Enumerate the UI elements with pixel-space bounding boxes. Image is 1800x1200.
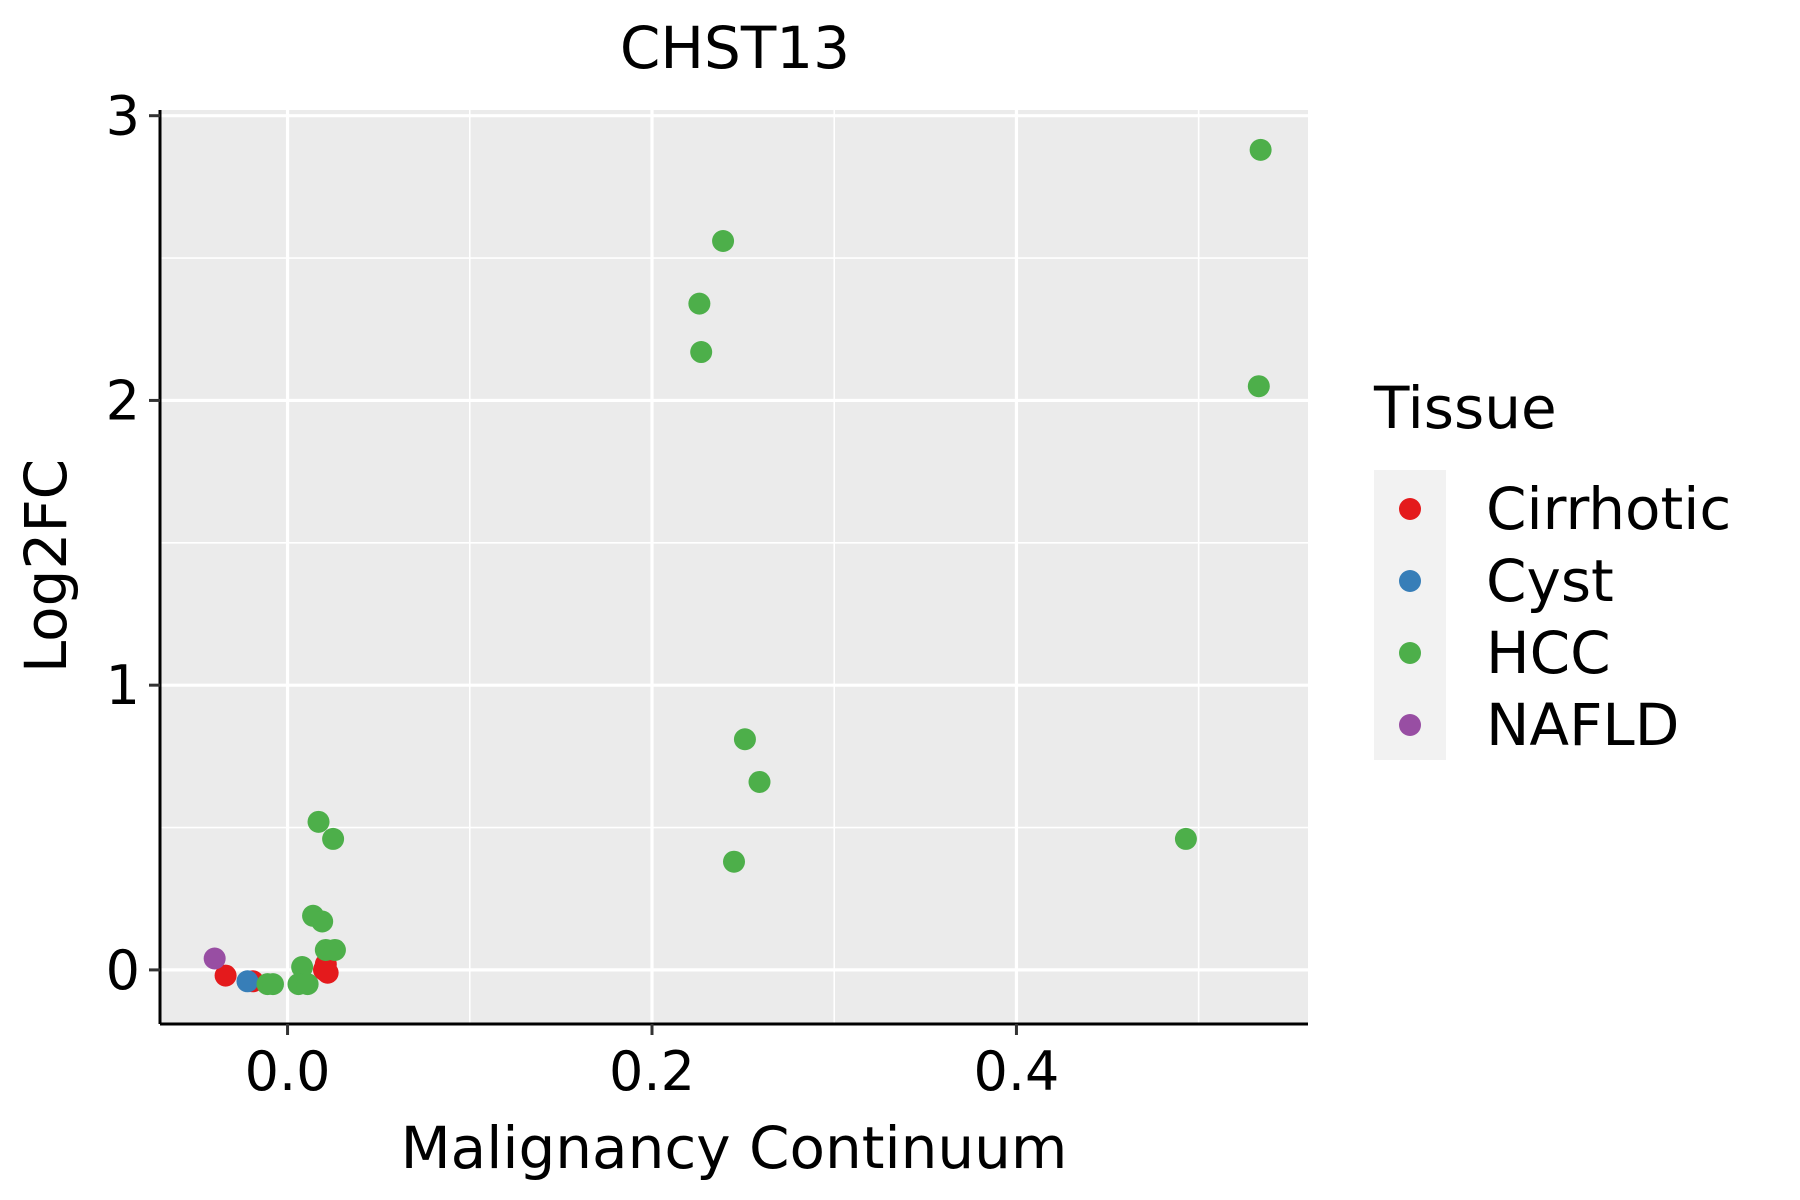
legend-key-cyst [1399, 570, 1421, 592]
chart-title: CHST13 [620, 14, 850, 82]
point-hcc [323, 938, 346, 961]
plot-panel [160, 110, 1308, 1024]
point-hcc [291, 956, 314, 979]
point-hcc [723, 850, 745, 873]
point-hcc [690, 341, 713, 364]
legend-key-cirrhotic [1399, 498, 1421, 520]
legend-key-nafld [1399, 714, 1421, 736]
legend-key-hcc [1399, 642, 1421, 664]
y-axis-ticks: 0 1 2 3 [106, 85, 160, 1002]
y-tick-label: 2 [106, 369, 140, 432]
point-cyst [236, 970, 259, 993]
point-hcc [261, 973, 284, 996]
point-hcc [307, 810, 330, 833]
y-axis-label: Log2FC [12, 459, 80, 673]
point-hcc [712, 229, 735, 252]
x-axis-ticks: 0.0 0.2 0.4 [245, 1024, 1059, 1103]
y-tick-label: 0 [106, 939, 140, 1002]
point-cirrhotic [214, 964, 237, 987]
legend-label: Cyst [1486, 547, 1614, 615]
x-tick-label: 0.0 [245, 1040, 331, 1103]
point-hcc [748, 770, 771, 793]
point-hcc [733, 728, 756, 751]
x-axis-label: Malignancy Continuum [401, 1114, 1068, 1182]
y-tick-label: 1 [106, 654, 140, 717]
legend-label: NAFLD [1486, 691, 1679, 759]
data-points [203, 138, 1272, 996]
point-hcc [296, 973, 319, 996]
legend-label: HCC [1486, 619, 1611, 687]
point-hcc [1249, 138, 1272, 161]
minor-gridlines [160, 110, 1308, 1024]
point-nafld [203, 947, 226, 970]
major-gridlines [160, 110, 1308, 1024]
point-hcc [322, 827, 345, 850]
point-hcc [688, 292, 711, 315]
legend-title: Tissue [1373, 374, 1557, 442]
point-hcc [311, 910, 334, 933]
point-hcc [1174, 827, 1197, 850]
x-tick-label: 0.2 [609, 1040, 695, 1103]
point-hcc [1247, 375, 1270, 398]
y-tick-label: 3 [106, 85, 140, 148]
x-tick-label: 0.4 [973, 1040, 1059, 1103]
point-cirrhotic [316, 961, 339, 984]
legend-label: Cirrhotic [1486, 475, 1731, 543]
